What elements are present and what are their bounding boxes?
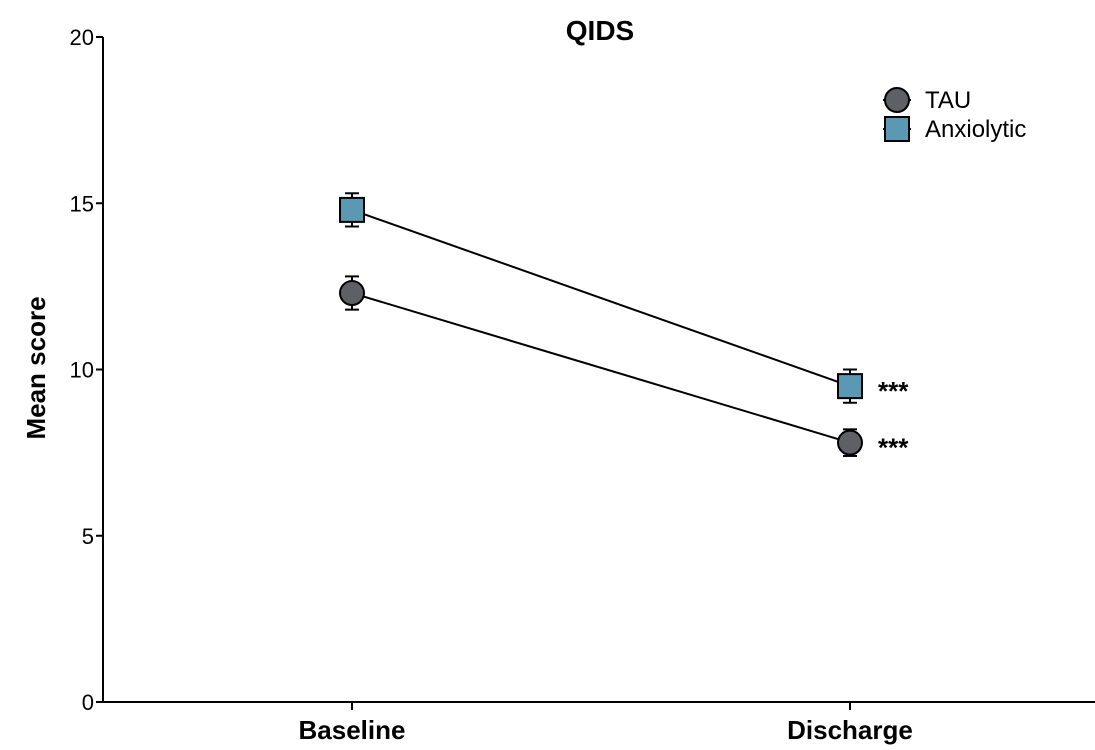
significance-label: *** bbox=[878, 376, 909, 406]
y-tick-label: 20 bbox=[70, 25, 94, 50]
y-tick-label: 10 bbox=[70, 358, 94, 383]
series-line bbox=[351, 208, 851, 388]
x-axis-ticks: Baseline Discharge bbox=[299, 702, 913, 745]
y-tick-label: 0 bbox=[82, 690, 94, 715]
x-tick-label-discharge: Discharge bbox=[787, 715, 913, 745]
series-line bbox=[351, 292, 851, 444]
legend-marker bbox=[884, 116, 910, 142]
chart-title: QIDS bbox=[566, 15, 634, 46]
legend-label: TAU bbox=[925, 87, 971, 114]
legend-marker bbox=[884, 87, 910, 113]
legend-label: Anxiolytic bbox=[925, 116, 1026, 143]
y-axis-label: Mean score bbox=[21, 296, 51, 439]
plot-area: *** *** bbox=[339, 192, 909, 463]
y-tick-label: 5 bbox=[82, 524, 94, 549]
data-point bbox=[837, 429, 863, 456]
series-anxiolytic: *** bbox=[339, 192, 909, 406]
y-tick-label: 15 bbox=[70, 191, 94, 216]
data-point bbox=[339, 196, 365, 223]
series-tau: *** bbox=[339, 275, 909, 463]
significance-label: *** bbox=[878, 433, 909, 463]
y-axis-ticks: 0 5 10 15 20 bbox=[70, 25, 103, 715]
data-point bbox=[339, 280, 365, 307]
data-point bbox=[837, 373, 863, 400]
x-tick-label-baseline: Baseline bbox=[299, 715, 406, 745]
